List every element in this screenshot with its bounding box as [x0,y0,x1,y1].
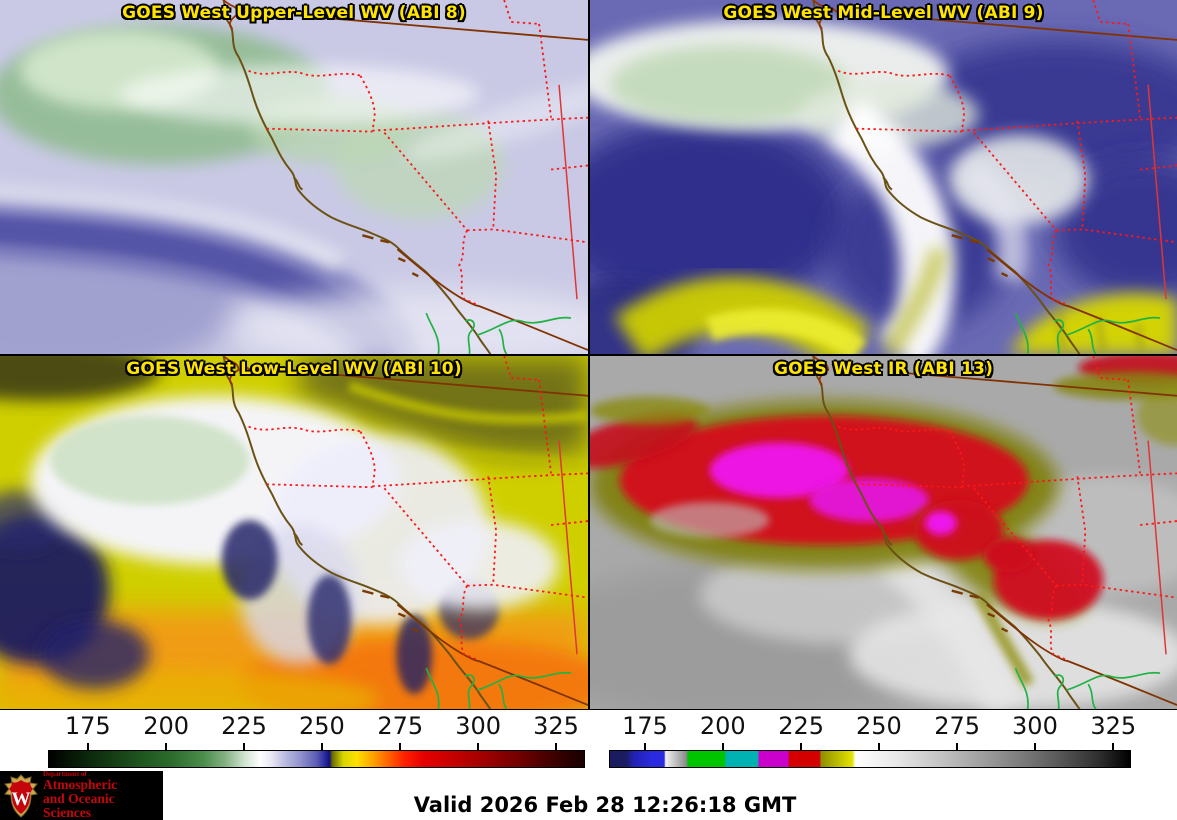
uw-crest-icon: W [4,773,38,818]
colorbar-tick-label: 250 [855,712,902,740]
water-vapor-colorbar: 175 200 225 250 275 300 325 [48,712,585,770]
colorbar-tick-mark [721,743,724,750]
colorbar-tick-mark [800,743,803,750]
panel-ir: GOES West IR (ABI 13) [590,356,1177,709]
colorbar-tick-label: 225 [778,712,824,740]
colorbar-tick-label: 200 [143,712,190,740]
uw-aos-logo: W Department of Atmospheric and Oceanic … [0,771,163,820]
colorbar-tick-label: 325 [533,712,579,740]
colorbar-tick-mark [477,743,480,750]
panel-low-level-wv: GOES West Low-Level WV (ABI 10) [0,356,588,709]
colorbar-tick-label: 175 [622,712,668,740]
logo-dept-line: Department of [43,770,87,779]
panel-title-ir: GOES West IR (ABI 13) [773,359,994,379]
ir-color-scale [609,750,1131,768]
logo-text: Department of Atmospheric and Oceanic Sc… [43,770,163,820]
colorbar-tick-label: 275 [377,712,424,740]
logo-line-atmospheric: Atmospheric [43,777,118,793]
colorbar-tick-mark [320,743,323,750]
colorbar-tick-mark [555,743,557,750]
satellite-image-low-wv [0,356,588,709]
colorbar-tick-label: 300 [1012,712,1058,740]
colorbar-tick-mark [86,743,89,750]
colorbar-tick-mark [644,743,647,750]
panel-title-upper-wv: GOES West Upper-Level WV (ABI 8) [122,3,466,23]
colorbar-tick-label: 200 [699,712,746,740]
colorbar-tick-mark [1112,743,1115,750]
satellite-image-mid-wv [590,0,1177,354]
valid-time-label: Valid 2026 Feb 28 12:26:18 GMT [413,793,797,817]
colorbar-tick-label: 275 [934,712,981,740]
colorbar-tick-label: 300 [455,712,502,740]
panel-upper-level-wv: GOES West Upper-Level WV (ABI 8) [0,0,588,354]
logo-line-oceanic: and Oceanic Sciences [43,791,115,820]
crest-letter: W [12,789,31,810]
colorbar-tick-label: 175 [64,712,111,740]
colorbar-tick-mark [165,743,168,750]
satellite-image-upper-wv [0,0,588,354]
panel-mid-level-wv: GOES West Mid-Level WV (ABI 9) [590,0,1177,354]
colorbar-tick-label: 225 [221,712,267,740]
colorbar-tick-mark [956,743,959,750]
panel-title-mid-wv: GOES West Mid-Level WV (ABI 9) [723,3,1044,23]
colorbar-tick-mark [399,743,402,750]
colorbar-tick-label: 325 [1090,712,1137,740]
ir-colorbar: 175 200 225 250 275 300 325 [609,712,1136,770]
colorbar-tick-label: 250 [298,712,345,740]
water-vapor-color-scale [48,750,585,768]
colorbar-tick-mark [243,743,245,750]
panel-title-low-wv: GOES West Low-Level WV (ABI 10) [126,359,462,379]
colorbar-tick-mark [1033,743,1036,750]
satellite-image-ir [590,356,1177,709]
colorbar-tick-mark [877,743,880,750]
